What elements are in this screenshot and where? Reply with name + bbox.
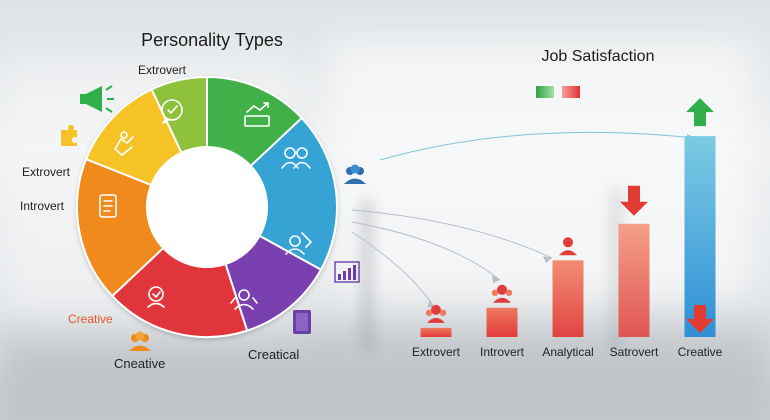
bar-series — [420, 136, 716, 337]
bar-person-icons — [425, 237, 577, 323]
person-icon — [559, 237, 577, 256]
person-hands-icon — [230, 289, 258, 310]
donut-label-left-3: Creative — [68, 312, 113, 326]
bar-arrows — [620, 98, 714, 333]
donut-label-left-1: Extrovert — [22, 165, 71, 179]
donut-slice-3 — [110, 246, 249, 338]
donut-title: Personality Types — [141, 30, 283, 50]
x-tick-label: Introvert — [480, 345, 525, 359]
connector-lines — [351, 131, 696, 309]
people-chat-icon — [285, 232, 312, 255]
x-tick-label: Analytical — [542, 345, 593, 359]
bar-extrovert — [420, 327, 452, 337]
people-group-icon — [129, 331, 151, 351]
chart-title: Job Satisfaction — [542, 48, 655, 65]
megaphone-icon — [80, 85, 114, 113]
bar-category-labels: Extrovert Introvert Analytical Satrovert Cre… — [412, 345, 723, 359]
people-group-icon — [344, 164, 366, 184]
people-group-icon — [281, 147, 311, 169]
x-tick-label: Satrovert — [610, 345, 659, 359]
donut-hole — [148, 148, 266, 266]
trend-chart-icon — [244, 102, 270, 127]
donut-slice-6 — [150, 75, 208, 155]
arrow-down-icon — [620, 185, 648, 216]
book-icon — [293, 310, 311, 334]
puzzle-icon — [61, 124, 77, 146]
idea-person-icon — [147, 286, 165, 308]
bar-chart-icon — [334, 261, 360, 283]
legend-swatch-red — [562, 86, 580, 98]
donut-slice-1 — [249, 116, 338, 271]
arrow-up-icon — [686, 98, 714, 127]
donut-chart — [76, 75, 338, 338]
chat-check-icon — [161, 99, 183, 124]
donut-slice-4 — [76, 157, 165, 298]
donut-label-top: Extrovert — [138, 63, 187, 77]
legend-swatch-green — [536, 86, 554, 98]
donut-label-left-2: Introvert — [20, 199, 65, 213]
arrow-down-icon — [686, 305, 714, 333]
bar-creative — [684, 136, 716, 337]
notebook-icon — [99, 194, 117, 218]
x-tick-label: Extrovert — [412, 345, 461, 359]
person-icon — [491, 284, 513, 303]
person-icon — [425, 304, 447, 323]
bar-satrovert — [618, 223, 650, 337]
bar-introvert — [486, 307, 518, 337]
x-tick-label: Creative — [678, 345, 723, 359]
handshake-icon — [114, 131, 134, 156]
donut-label-bottom: Cneative — [114, 356, 165, 371]
donut-label-bottom-right: Creatical — [248, 347, 299, 362]
bar-analytical — [552, 260, 584, 337]
